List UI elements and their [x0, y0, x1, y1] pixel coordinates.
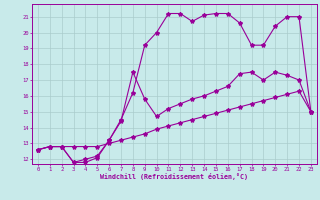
X-axis label: Windchill (Refroidissement éolien,°C): Windchill (Refroidissement éolien,°C)	[100, 173, 248, 180]
